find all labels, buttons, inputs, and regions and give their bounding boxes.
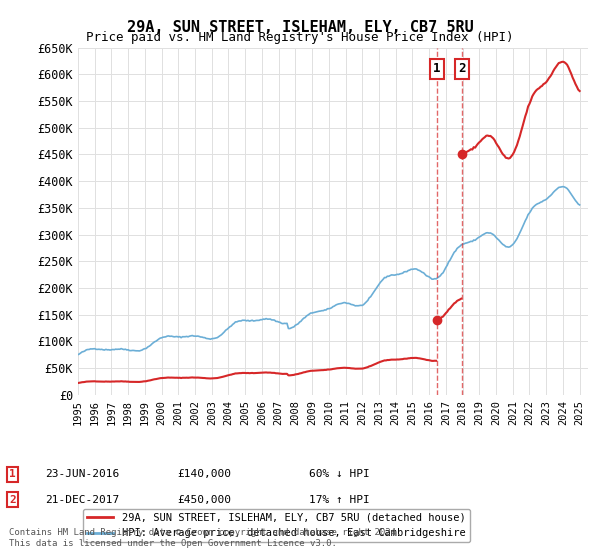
Text: 2: 2 xyxy=(458,63,466,76)
Text: 17% ↑ HPI: 17% ↑ HPI xyxy=(309,494,370,505)
Text: 29A, SUN STREET, ISLEHAM, ELY, CB7 5RU: 29A, SUN STREET, ISLEHAM, ELY, CB7 5RU xyxy=(127,20,473,35)
Text: Price paid vs. HM Land Registry's House Price Index (HPI): Price paid vs. HM Land Registry's House … xyxy=(86,31,514,44)
Text: £450,000: £450,000 xyxy=(177,494,231,505)
Text: 60% ↓ HPI: 60% ↓ HPI xyxy=(309,469,370,479)
Text: 1: 1 xyxy=(433,63,441,76)
Text: Contains HM Land Registry data © Crown copyright and database right 2024.
This d: Contains HM Land Registry data © Crown c… xyxy=(9,528,401,548)
Text: 23-JUN-2016: 23-JUN-2016 xyxy=(45,469,119,479)
Text: £140,000: £140,000 xyxy=(177,469,231,479)
Legend: 29A, SUN STREET, ISLEHAM, ELY, CB7 5RU (detached house), HPI: Average price, det: 29A, SUN STREET, ISLEHAM, ELY, CB7 5RU (… xyxy=(83,509,470,542)
Text: 1: 1 xyxy=(9,469,16,479)
Text: 2: 2 xyxy=(9,494,16,505)
Text: 21-DEC-2017: 21-DEC-2017 xyxy=(45,494,119,505)
